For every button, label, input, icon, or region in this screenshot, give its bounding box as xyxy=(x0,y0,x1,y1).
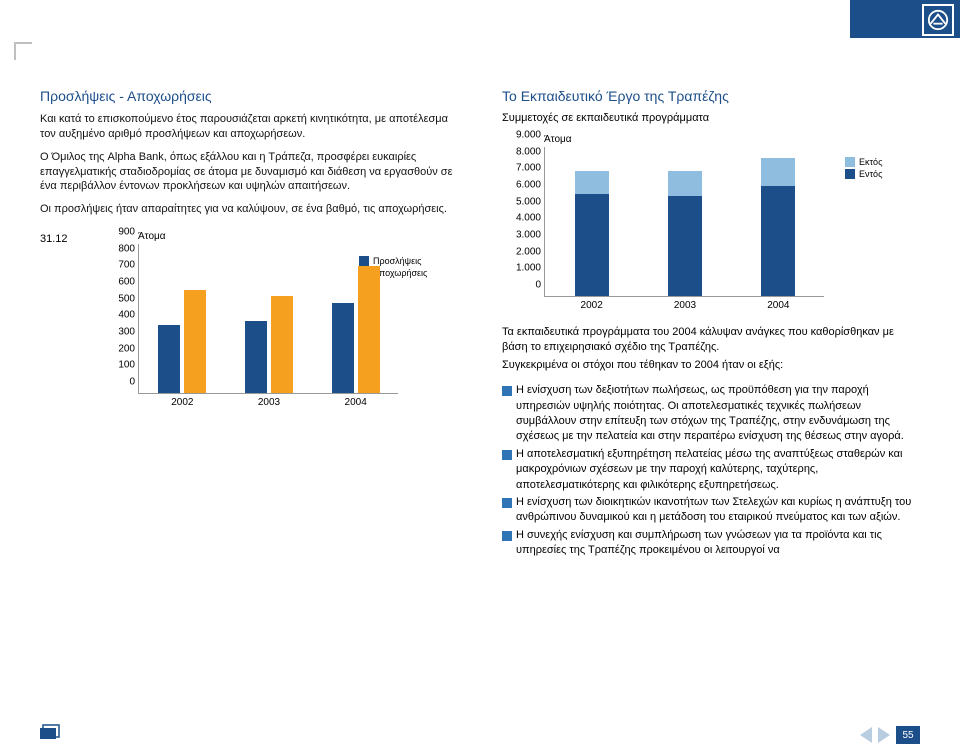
chart2-segment-ektos xyxy=(575,171,609,194)
chart1-bar-group xyxy=(245,296,299,393)
chart2-segment-ektos xyxy=(668,171,702,196)
chart2-xlabel: 2004 xyxy=(748,300,808,311)
legend-swatch xyxy=(845,157,855,167)
bullet-square-icon xyxy=(502,498,512,508)
hires-departures-chart: 31.12 Άτομα Προσλήψεις Αποχωρήσεις 0 xyxy=(40,231,458,394)
chart2-xlabel: 2003 xyxy=(655,300,715,311)
header-brand-bar xyxy=(850,0,960,38)
chart2-xlabel: 2002 xyxy=(562,300,622,311)
chart1-bar-group xyxy=(332,266,386,393)
chart1-ytick: 500 xyxy=(107,293,139,304)
chart1-ytick: 700 xyxy=(107,260,139,271)
chart1-ytick: 0 xyxy=(107,377,139,388)
legend-swatch xyxy=(845,169,855,179)
left-paragraph: Και κατά το επισκοπούμενο έτος παρουσιάζ… xyxy=(40,112,458,142)
bullet-list: Η ενίσχυση των δεξιοτήτων πωλήσεως, ως π… xyxy=(502,383,920,558)
footer-doc-icon xyxy=(40,719,64,744)
next-page-icon[interactable] xyxy=(878,727,890,743)
chart1-bar-group xyxy=(158,290,212,393)
chart1-ytick: 900 xyxy=(107,227,139,238)
page-footer: 55 xyxy=(0,720,960,744)
chart2-ytick: 0 xyxy=(507,280,545,291)
right-section-title: Το Εκπαιδευτικό Έργο της Τραπέζης xyxy=(502,88,920,104)
chart1-date-prefix: 31.12 xyxy=(40,231,102,245)
bullet-text: Η αποτελεσματική εξυπηρέτηση πελατείας μ… xyxy=(516,447,920,493)
chart1-ytick: 100 xyxy=(107,360,139,371)
chart1-ytick: 400 xyxy=(107,310,139,321)
legend-label: Εντός xyxy=(859,169,882,179)
chart2-ytick: 7.000 xyxy=(507,163,545,174)
chart1-xlabel: 2004 xyxy=(326,397,386,408)
chart1-ytick: 200 xyxy=(107,343,139,354)
chart2-bar xyxy=(668,171,702,296)
chart1-ytick: 300 xyxy=(107,327,139,338)
training-participation-chart: Άτομα Εκτός Εντός 01.0002.0003.0004.0005… xyxy=(502,134,920,297)
brand-logo xyxy=(922,4,954,36)
left-section-title: Προσλήψεις - Αποχωρήσεις xyxy=(40,88,458,104)
chart1-bar xyxy=(184,290,206,393)
chart2-bar xyxy=(575,171,609,296)
chart2-ytick: 9.000 xyxy=(507,130,545,141)
chart2-plot-area: Εκτός Εντός 01.0002.0003.0004.0005.0006.… xyxy=(544,147,824,297)
chart2-segment-ektos xyxy=(761,158,795,186)
chart1-plot-area: Προσλήψεις Αποχωρήσεις 01002003004005006… xyxy=(138,244,398,394)
chart1-bar xyxy=(158,325,180,393)
chart2-segment-entos xyxy=(761,186,795,296)
chart2-bar xyxy=(761,158,795,296)
chart1-y-axis-label: Άτομα xyxy=(138,231,398,242)
bullet-item: Η συνεχής ενίσχυση και συμπλήρωση των γν… xyxy=(502,528,920,559)
chart1-xlabel: 2003 xyxy=(239,397,299,408)
legend-swatch xyxy=(359,256,369,266)
bullet-item: Η αποτελεσματική εξυπηρέτηση πελατείας μ… xyxy=(502,447,920,493)
bullet-text: Η ενίσχυση των διοικητικών ικανοτήτων τω… xyxy=(516,495,920,526)
legend-label: Προσλήψεις xyxy=(373,256,421,266)
chart2-y-axis-label: Άτομα xyxy=(544,134,920,145)
chart1-bar xyxy=(332,303,354,393)
chart1-bar xyxy=(245,321,267,393)
right-intro: Τα εκπαιδευτικά προγράμματα του 2004 κάλ… xyxy=(502,325,920,356)
chart2-segment-entos xyxy=(575,194,609,296)
left-paragraph: Οι προσλήψεις ήταν απαραίτητες για να κα… xyxy=(40,202,458,217)
legend-item: Εντός xyxy=(845,169,882,179)
right-intro: Συγκεκριμένα οι στόχοι που τέθηκαν το 20… xyxy=(502,358,920,373)
bullet-text: Η ενίσχυση των δεξιοτήτων πωλήσεως, ως π… xyxy=(516,383,920,445)
chart2-ytick: 3.000 xyxy=(507,230,545,241)
bullet-square-icon xyxy=(502,531,512,541)
chart2-ytick: 8.000 xyxy=(507,146,545,157)
chart2-ytick: 1.000 xyxy=(507,263,545,274)
chart1-bar xyxy=(271,296,293,393)
bullet-item: Η ενίσχυση των διοικητικών ικανοτήτων τω… xyxy=(502,495,920,526)
chart2-segment-entos xyxy=(668,196,702,296)
right-subtitle: Συμμετοχές σε εκπαιδευτικά προγράμματα xyxy=(502,112,920,124)
chart1-bar xyxy=(358,266,380,393)
footer-nav: 55 xyxy=(860,726,920,744)
prev-page-icon[interactable] xyxy=(860,727,872,743)
chart2-ytick: 5.000 xyxy=(507,196,545,207)
page-number: 55 xyxy=(896,726,920,744)
chart1-ytick: 800 xyxy=(107,243,139,254)
chart2-ytick: 2.000 xyxy=(507,246,545,257)
legend-label: Εκτός xyxy=(859,157,882,167)
legend-item: Εκτός xyxy=(845,157,882,167)
left-paragraph: Ο Όμιλος της Alpha Bank, όπως εξάλλου κα… xyxy=(40,150,458,195)
bullet-item: Η ενίσχυση των δεξιοτήτων πωλήσεως, ως π… xyxy=(502,383,920,445)
chart1-ytick: 600 xyxy=(107,277,139,288)
bullet-square-icon xyxy=(502,386,512,396)
chart1-xlabel: 2002 xyxy=(152,397,212,408)
bullet-square-icon xyxy=(502,450,512,460)
bullet-text: Η συνεχής ενίσχυση και συμπλήρωση των γν… xyxy=(516,528,920,559)
chart2-legend: Εκτός Εντός xyxy=(845,157,882,181)
corner-crop-mark xyxy=(14,42,32,60)
chart2-ytick: 6.000 xyxy=(507,180,545,191)
chart2-ytick: 4.000 xyxy=(507,213,545,224)
legend-item: Προσλήψεις xyxy=(359,256,427,266)
